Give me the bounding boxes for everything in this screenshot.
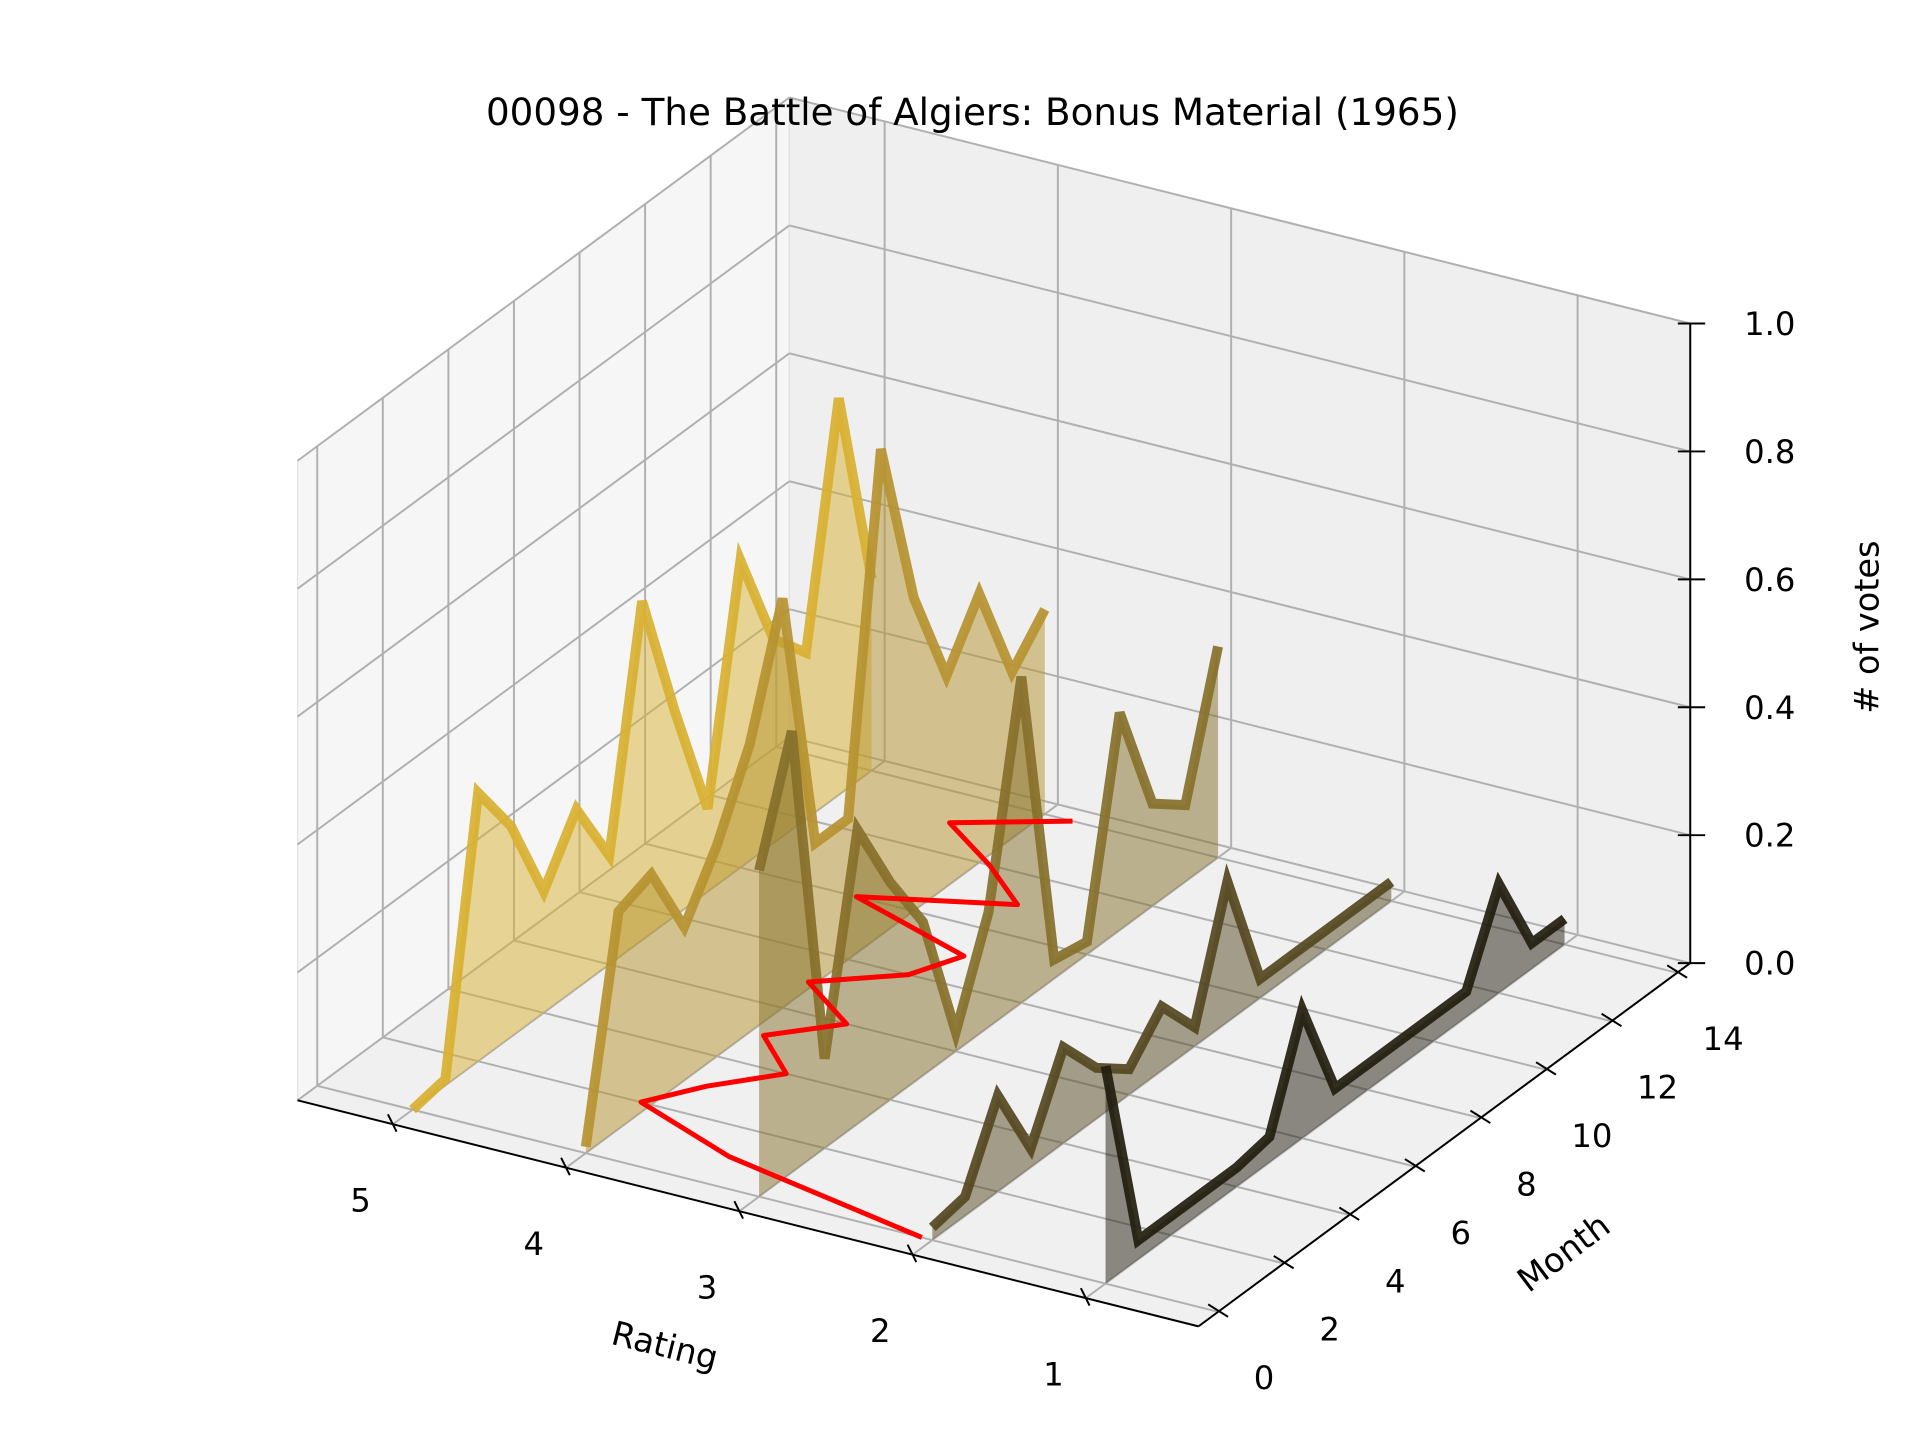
z-axis-label: # of votes	[1848, 541, 1887, 714]
grid-line	[911, 890, 1405, 1256]
x-tick-label: 2	[870, 1312, 891, 1350]
marks	[409, 397, 1568, 1284]
tick-mark	[1207, 1303, 1229, 1318]
grid-line	[789, 352, 1691, 581]
grid-line	[789, 224, 1691, 453]
tick-mark	[386, 1113, 398, 1133]
z-tick-label: 0.2	[1744, 817, 1795, 855]
area-fill	[585, 449, 1045, 1154]
tick-mark	[1338, 1206, 1360, 1221]
area-fill	[412, 398, 872, 1110]
series-line	[580, 448, 1050, 1148]
tick-mark	[1469, 1109, 1491, 1124]
tick-mark	[1666, 964, 1688, 979]
series-line	[928, 863, 1395, 1232]
y-tick-label: 2	[1319, 1311, 1340, 1349]
z-tick-label: 1.0	[1744, 305, 1795, 343]
mean-rating-line	[638, 818, 1073, 1240]
grid-line	[1085, 934, 1579, 1299]
grid-line	[789, 480, 1691, 709]
z-tick-label: 0.0	[1744, 945, 1795, 983]
tick-mark	[1079, 1287, 1091, 1307]
tick-mark	[1404, 1158, 1426, 1173]
y-tick-label: 12	[1637, 1069, 1678, 1107]
grid-line	[296, 608, 790, 974]
x-tick-label: 5	[350, 1181, 371, 1219]
grid-line	[296, 96, 790, 462]
tick-mark	[1601, 1012, 1623, 1028]
grid-line	[296, 352, 790, 718]
grid-line	[789, 96, 1691, 325]
y-tick-label: 6	[1451, 1214, 1472, 1252]
tick-mark	[733, 1200, 744, 1220]
y-axis-label: Month	[1510, 1206, 1617, 1300]
tick-mark	[1273, 1255, 1295, 1270]
grid-line	[296, 480, 790, 846]
tick-mark	[906, 1244, 918, 1263]
tick-mark	[560, 1157, 571, 1176]
z-tick-label: 0.8	[1744, 433, 1795, 471]
y-tick-label: 8	[1516, 1165, 1537, 1203]
z-tick-label: 0.6	[1744, 561, 1795, 599]
x-tick-label: 1	[1043, 1355, 1064, 1393]
tick-mark	[1535, 1061, 1557, 1076]
y-tick-label: 14	[1703, 1020, 1744, 1058]
x-axis-label: Rating	[608, 1314, 722, 1378]
z-tick-label: 0.4	[1744, 689, 1795, 727]
series-line	[409, 397, 877, 1114]
y-tick-label: 10	[1571, 1117, 1612, 1155]
y-tick-label: 0	[1254, 1359, 1275, 1397]
grid-line	[738, 847, 1232, 1212]
grid-line	[296, 224, 790, 590]
y-axis-line	[1197, 962, 1691, 1328]
grid-line	[316, 1084, 1219, 1313]
x-tick-label: 3	[697, 1268, 718, 1306]
x-tick-label: 4	[524, 1225, 545, 1263]
y-tick-label: 4	[1385, 1262, 1406, 1300]
chart-title: 00098 - The Battle of Algiers: Bonus Mat…	[486, 90, 1459, 134]
series-line	[1100, 871, 1568, 1249]
x-axis-line	[297, 1099, 1199, 1328]
